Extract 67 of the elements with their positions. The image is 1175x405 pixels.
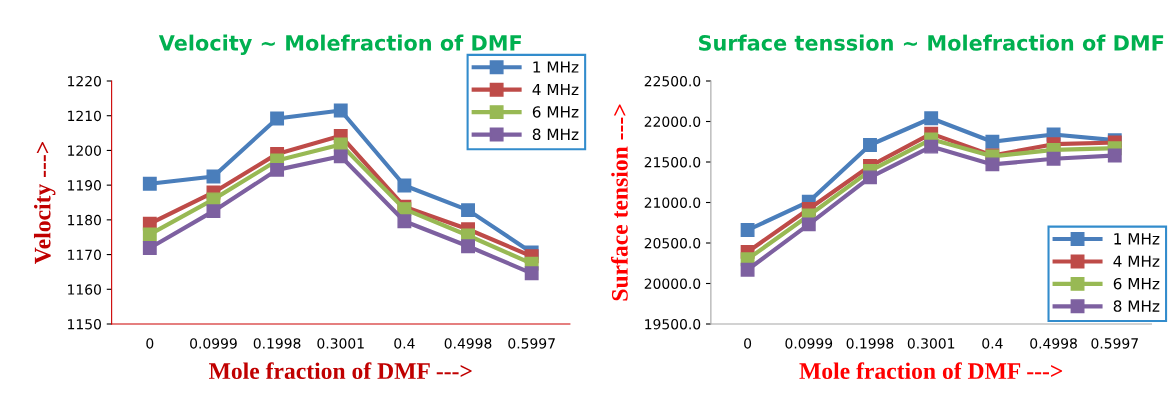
x-tick-label: 0.3001: [317, 338, 364, 349]
point: [461, 239, 475, 254]
y-tick-label: 1170: [68, 249, 101, 261]
x-tick-label: 0.1998: [846, 338, 894, 349]
x-axis-title: Mole fraction of DMF --->: [799, 362, 1063, 380]
point: [270, 111, 285, 126]
x-tick-label: 0.4998: [1030, 338, 1077, 349]
y-tick-label: 22500.0: [644, 75, 701, 87]
point: [924, 111, 939, 126]
point: [142, 227, 157, 242]
y-tick-label: 1190: [68, 180, 101, 191]
y-tick-label: 21500.0: [644, 156, 701, 168]
point: [397, 214, 412, 229]
legend-label: 8 MHz: [1113, 300, 1160, 312]
y-axis-title: Surface tension --->: [610, 104, 628, 301]
y-tick-label: 21000.0: [644, 197, 701, 208]
legend-label: 6 MHz: [532, 106, 579, 118]
point: [924, 139, 939, 154]
point: [1046, 151, 1061, 166]
legend-label: 4 MHz: [532, 83, 579, 96]
x-axis-title: Mole fraction of DMF --->: [209, 362, 472, 380]
point: [142, 176, 157, 191]
point: [524, 266, 539, 281]
x-tick-label: 0.0999: [190, 338, 237, 349]
y-tick-label: 20500.0: [644, 237, 701, 249]
y-tick-label: 19500.0: [645, 318, 701, 330]
chart-title: Velocity ~ Molefraction of DMF: [158, 34, 521, 55]
point: [461, 203, 475, 218]
point: [740, 262, 755, 277]
point: [863, 138, 877, 152]
legend-label: 1 MHz: [533, 61, 579, 73]
point: [985, 157, 1000, 172]
point: [1107, 148, 1122, 163]
point: [333, 103, 348, 118]
point: [801, 217, 816, 232]
chart-title: Surface tenssion ~ Molefraction of DMF: [698, 34, 1164, 51]
y-tick-label: 1220: [68, 75, 101, 87]
x-tick-label: 0.3001: [907, 338, 955, 349]
y-tick-label: 1150: [68, 318, 101, 330]
legend-label: 1 MHz: [1114, 233, 1160, 245]
x-tick-label: 0.4998: [444, 338, 492, 349]
y-tick-label: 20000.0: [644, 278, 701, 289]
x-tick-label: 0.0999: [785, 338, 833, 349]
point: [740, 223, 755, 237]
x-tick-label: 0: [744, 338, 752, 349]
point: [863, 170, 877, 185]
x-tick-label: 0.5997: [508, 338, 555, 349]
point: [397, 178, 412, 193]
point: [206, 204, 221, 219]
legend-label: 8 MHz: [532, 128, 579, 141]
y-tick-label: 1160: [68, 284, 101, 295]
legend-label: 6 MHz: [1113, 277, 1160, 290]
point: [142, 241, 157, 255]
y-tick-label: 1200: [68, 145, 101, 156]
legend-label: 4 MHz: [1113, 255, 1160, 267]
point: [270, 162, 285, 177]
x-tick-label: 0.1998: [253, 338, 301, 349]
point: [333, 149, 348, 164]
y-tick-label: 1210: [68, 110, 101, 122]
x-tick-label: 0: [146, 338, 154, 349]
point: [985, 134, 1000, 149]
x-tick-label: 0.4: [394, 338, 415, 349]
x-tick-label: 0.4: [982, 338, 1003, 349]
y-tick-label: 22000.0: [644, 116, 701, 127]
x-tick-label: 0.5997: [1091, 338, 1138, 349]
y-tick-label: 1180: [68, 214, 101, 226]
y-axis-title: Velocity --->: [33, 142, 56, 264]
